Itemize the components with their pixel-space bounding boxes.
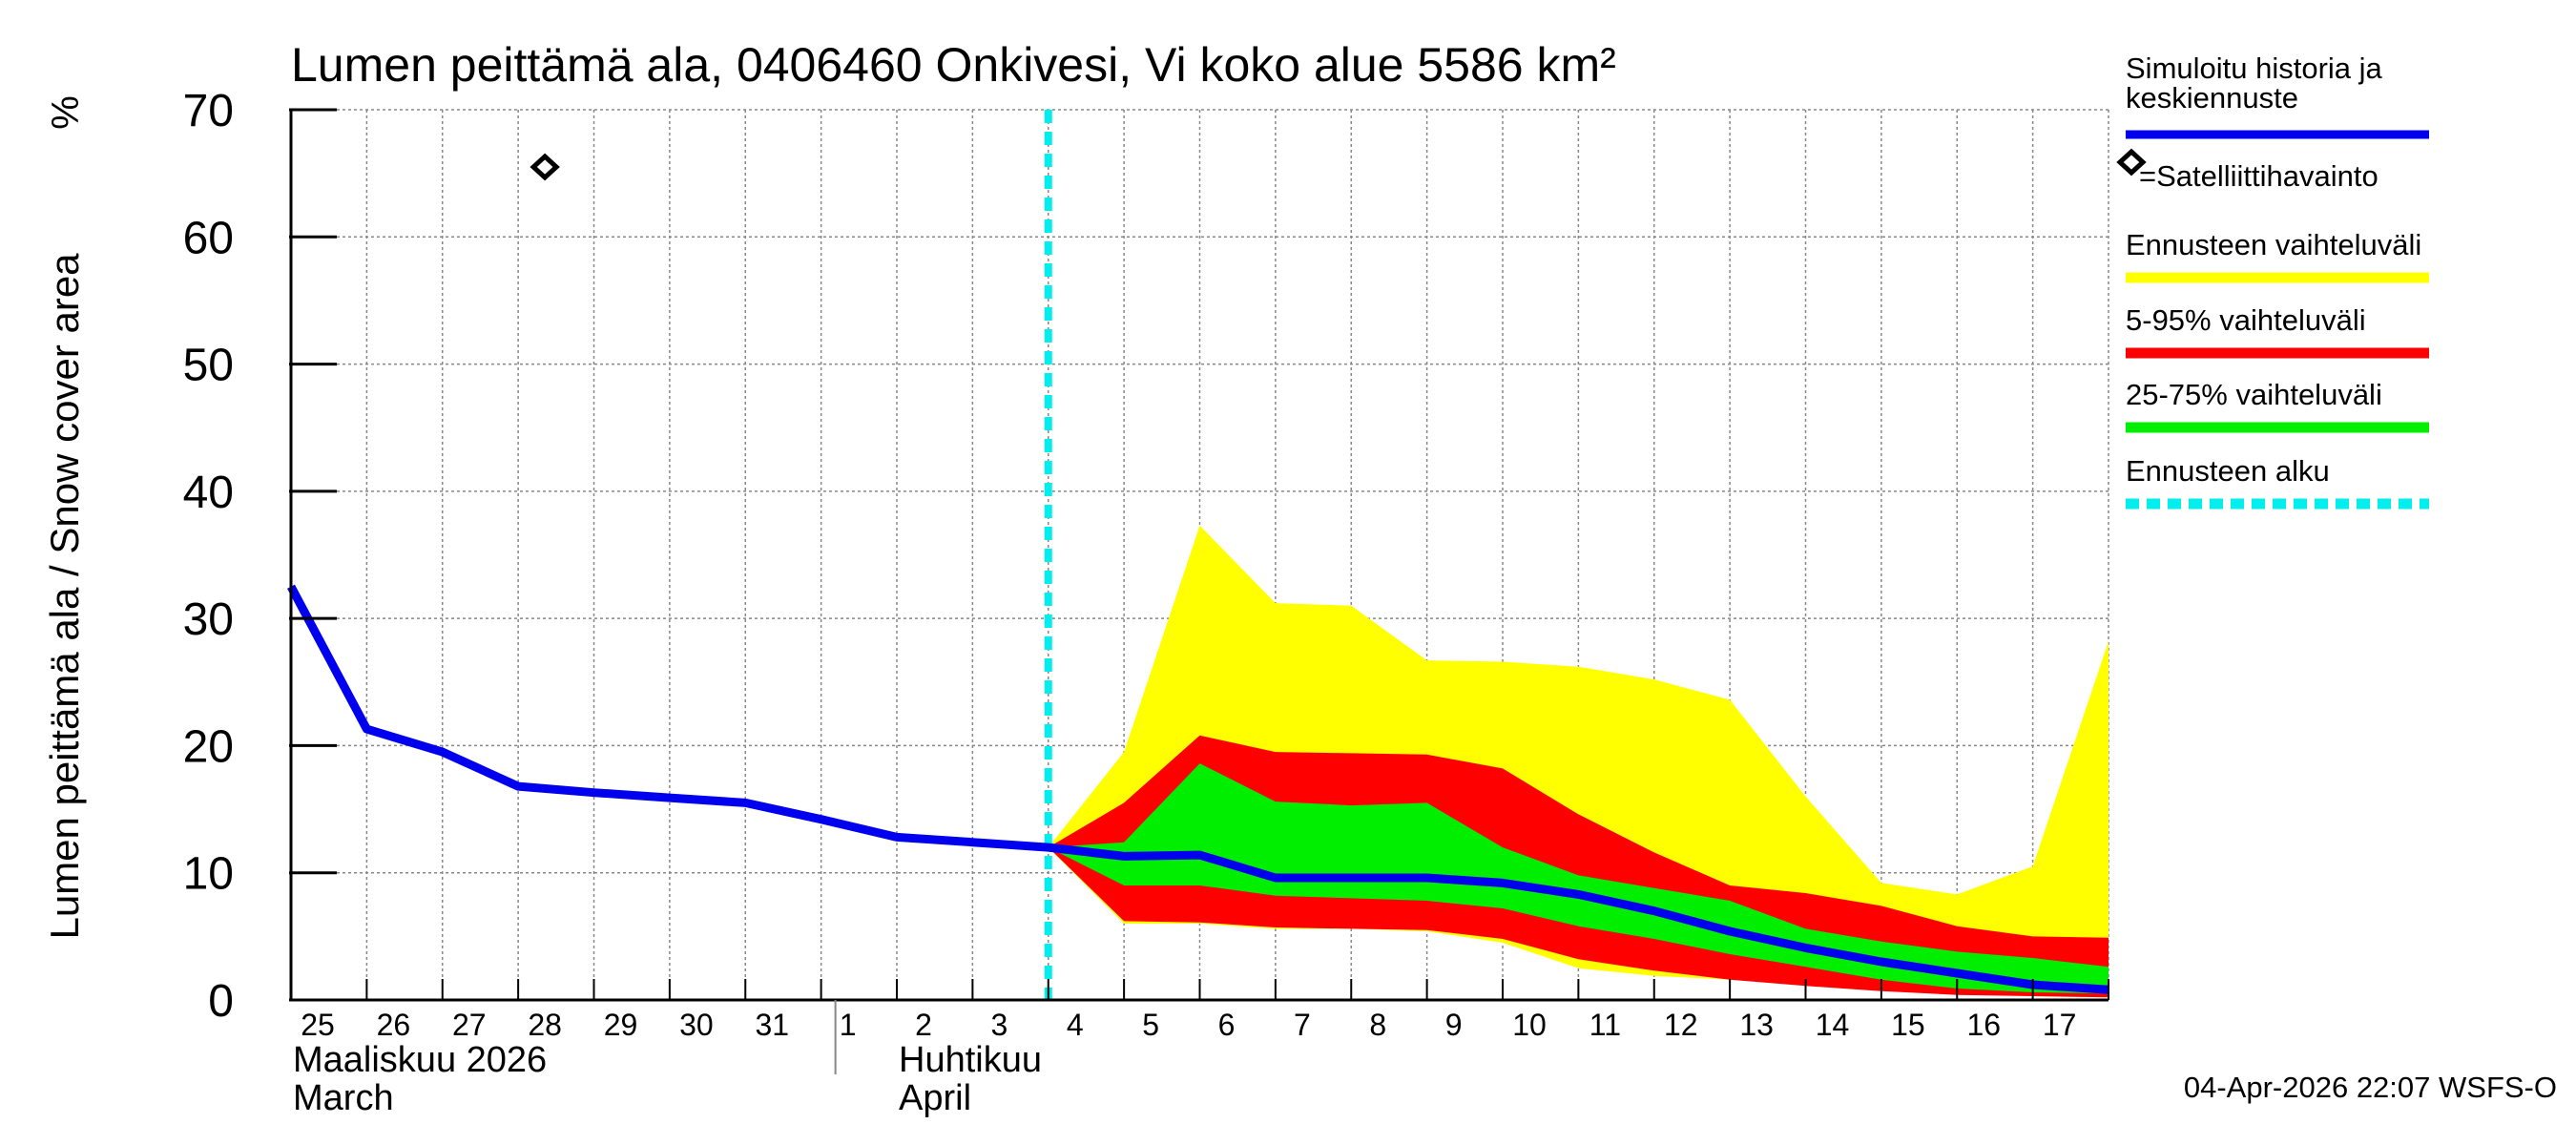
p25-75-band <box>1048 763 2109 994</box>
legend-label: 25-75% vaihteluväli <box>2126 378 2382 411</box>
legend-label-line2: keskiennuste <box>2126 81 2298 114</box>
legend-label: 5-95% vaihteluväli <box>2126 303 2366 337</box>
legend-label-line1: Simuloitu historia ja <box>2126 52 2383 85</box>
y-axis-unit: % <box>45 95 87 130</box>
x-tick-label: 26 <box>377 1008 411 1042</box>
y-tick-label: 10 <box>183 849 234 900</box>
x-tick-label: 27 <box>452 1008 487 1042</box>
x-tick-label: 9 <box>1445 1008 1463 1042</box>
x-tick-label: 5 <box>1142 1008 1159 1042</box>
x-tick-label: 12 <box>1664 1008 1698 1042</box>
chart-title: Lumen peittämä ala, 0406460 Onkivesi, Vi… <box>291 38 1616 92</box>
legend-satellite-marker <box>2116 148 2147 177</box>
month-label-fi: Maaliskuu 2026 <box>293 1040 547 1080</box>
y-tick-label: 50 <box>183 341 234 391</box>
x-tick-label: 11 <box>1589 1008 1621 1042</box>
month-label-fi: Huhtikuu <box>899 1040 1042 1080</box>
x-tick-label: 30 <box>679 1008 714 1042</box>
history-median-line <box>287 584 2109 994</box>
x-tick-label: 4 <box>1067 1008 1084 1042</box>
legend-label: =Satelliittihavainto <box>2139 159 2379 193</box>
month-label-en: March <box>293 1078 394 1118</box>
x-tick-label: 15 <box>1891 1008 1925 1042</box>
satellite-point <box>530 153 560 181</box>
x-tick-label: 10 <box>1512 1008 1547 1042</box>
month-label-en: April <box>899 1078 971 1118</box>
legend-label: Ennusteen vaihteluväli <box>2126 228 2421 261</box>
x-tick-label: 7 <box>1294 1008 1311 1042</box>
y-tick-label: 20 <box>183 721 234 772</box>
x-tick-label: 28 <box>528 1008 562 1042</box>
x-tick-label: 14 <box>1816 1008 1850 1042</box>
x-tick-label: 17 <box>2043 1008 2077 1042</box>
x-tick-label: 6 <box>1218 1008 1236 1042</box>
footer-timestamp: 04-Apr-2026 22:07 WSFS-O <box>2184 1071 2557 1104</box>
x-tick-label: 1 <box>840 1008 857 1042</box>
x-tick-label: 16 <box>1966 1008 2001 1042</box>
y-tick-label: 0 <box>208 976 234 1027</box>
x-tick-label: 3 <box>990 1008 1008 1042</box>
y-tick-label: 30 <box>183 594 234 645</box>
y-axis-label: Lumen peittämä ala / Snow cover area <box>42 253 87 940</box>
x-tick-label: 8 <box>1369 1008 1386 1042</box>
x-tick-label: 13 <box>1739 1008 1774 1042</box>
y-tick-label: 60 <box>183 213 234 263</box>
y-tick-label: 40 <box>183 468 234 518</box>
y-tick-label: 70 <box>183 86 234 136</box>
x-tick-label: 31 <box>755 1008 789 1042</box>
x-tick-label: 29 <box>604 1008 638 1042</box>
x-tick-label: 2 <box>915 1008 932 1042</box>
p5-95-band <box>1048 735 2109 998</box>
legend-label: Ennusteen alku <box>2126 454 2330 488</box>
x-tick-label: 25 <box>301 1008 335 1042</box>
